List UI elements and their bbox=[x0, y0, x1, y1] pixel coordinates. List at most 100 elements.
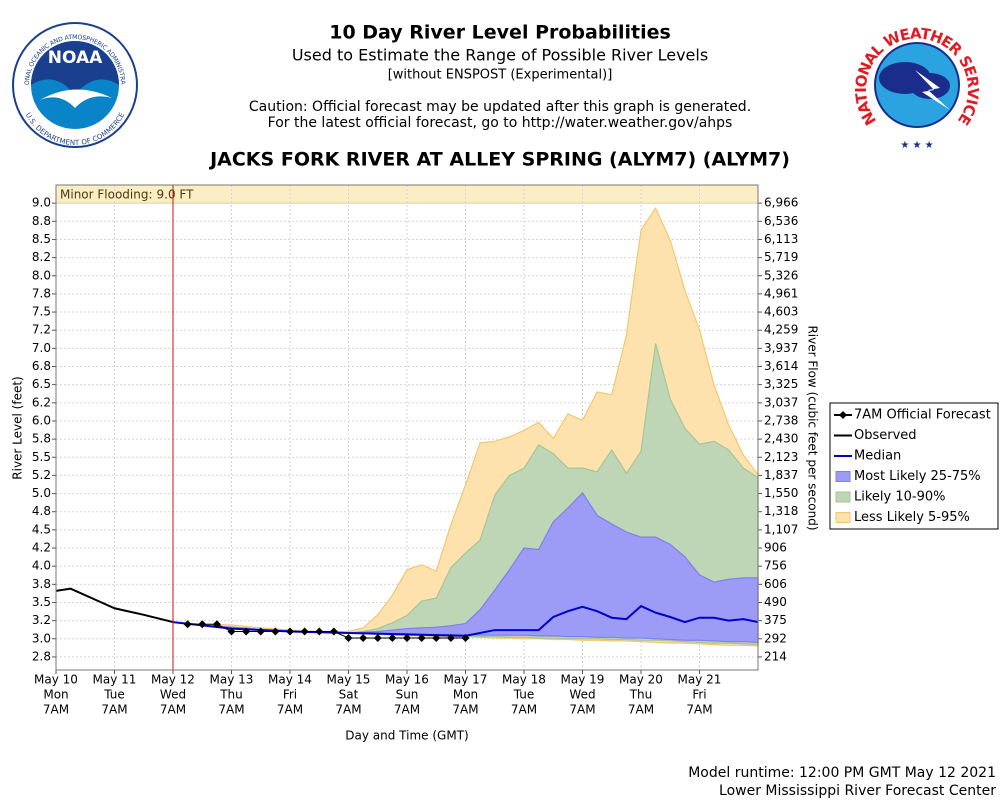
y2-tick-label: 6,536 bbox=[764, 214, 798, 228]
y-tick-label: 8.2 bbox=[32, 250, 51, 264]
x-tick-day: Sun bbox=[396, 688, 419, 702]
y-tick-label: 5.2 bbox=[32, 468, 51, 482]
x-tick-time: 7AM bbox=[569, 703, 595, 717]
x-tick-label: May 21 bbox=[678, 673, 722, 687]
x-tick-time: 7AM bbox=[218, 703, 244, 717]
caution-text: For the latest official forecast, go to … bbox=[268, 115, 733, 131]
noaa-wordmark: NOAA bbox=[48, 48, 103, 68]
y-tick-label: 6.8 bbox=[32, 359, 51, 373]
forecast-marker bbox=[300, 627, 309, 636]
forecast-marker bbox=[446, 634, 455, 643]
x-tick-label: May 17 bbox=[444, 673, 488, 687]
x-tick-time: 7AM bbox=[335, 703, 361, 717]
y2-tick-label: 906 bbox=[764, 541, 787, 555]
forecast-marker bbox=[344, 634, 353, 643]
y-tick-label: 7.5 bbox=[32, 305, 51, 319]
series-line bbox=[172, 604, 759, 637]
chart-title: 10 Day River Level Probabilities bbox=[329, 22, 671, 44]
y2-tick-label: 3,614 bbox=[764, 359, 798, 373]
x-tick-day: Fri bbox=[283, 688, 297, 702]
y-tick-label: 2.8 bbox=[32, 649, 51, 663]
x-tick-day: Tue bbox=[103, 688, 125, 702]
y-tick-label: 8.8 bbox=[32, 214, 51, 228]
x-tick-time: 7AM bbox=[394, 703, 420, 717]
y-axis-title: River Level (feet) bbox=[11, 376, 25, 479]
legend: 7AM Official Forecast Observed Median Most … bbox=[829, 402, 999, 530]
x-tick-day: Sat bbox=[339, 688, 359, 702]
x-tick-day: Thu bbox=[219, 688, 243, 702]
y2-tick-label: 4,603 bbox=[764, 305, 798, 319]
y-tick-label: 3.2 bbox=[32, 613, 51, 627]
x-tick-time: 7AM bbox=[101, 703, 127, 717]
y2-tick-label: 1,107 bbox=[764, 522, 798, 536]
y2-tick-label: 756 bbox=[764, 559, 787, 573]
x-tick-label: May 13 bbox=[210, 673, 254, 687]
y2-tick-label: 3,937 bbox=[764, 341, 798, 355]
legend-label: Likely 10-90% bbox=[854, 490, 945, 505]
x-tick-time: 7AM bbox=[452, 703, 478, 717]
x-tick-time: 7AM bbox=[277, 703, 303, 717]
y2-tick-label: 4,961 bbox=[764, 286, 798, 300]
x-axis-title: Day and Time (GMT) bbox=[345, 729, 468, 743]
y-tick-label: 4.2 bbox=[32, 541, 51, 555]
forecast-marker bbox=[329, 627, 338, 636]
x-tick-label: May 16 bbox=[385, 673, 429, 687]
forecast-marker bbox=[271, 627, 280, 636]
y2-tick-label: 1,837 bbox=[764, 468, 798, 482]
y2-tick-label: 292 bbox=[764, 631, 787, 645]
x-tick-label: May 15 bbox=[327, 673, 371, 687]
y-tick-label: 3.8 bbox=[32, 577, 51, 591]
y2-tick-label: 1,550 bbox=[764, 486, 798, 500]
x-tick-time: 7AM bbox=[43, 703, 69, 717]
y2-tick-label: 3,325 bbox=[764, 377, 798, 391]
chart-subtitle: Used to Estimate the Range of Possible R… bbox=[292, 46, 708, 65]
forecast-marker bbox=[198, 620, 207, 629]
y2-axis-title: River Flow (cubic feet per second) bbox=[806, 325, 820, 530]
y-tick-label: 3.0 bbox=[32, 631, 51, 645]
x-tick-day: Wed bbox=[160, 688, 186, 702]
x-tick-label: May 19 bbox=[561, 673, 605, 687]
x-tick-label: May 11 bbox=[93, 673, 137, 687]
legend-marker bbox=[839, 411, 847, 419]
forecast-marker bbox=[359, 634, 368, 643]
series-line bbox=[55, 587, 174, 624]
y-tick-label: 5.0 bbox=[32, 486, 51, 500]
y2-tick-label: 2,738 bbox=[764, 413, 798, 427]
y2-tick-label: 5,719 bbox=[764, 250, 798, 264]
y-tick-label: 4.5 bbox=[32, 522, 51, 536]
x-tick-day: Tue bbox=[513, 688, 535, 702]
nws-logo: NATIONAL WEATHER SERVICE ★ ★ ★ bbox=[851, 23, 983, 151]
x-tick-day: Thu bbox=[629, 688, 653, 702]
nws-stars: ★ ★ ★ bbox=[900, 140, 933, 151]
forecast-center: Lower Mississippi River Forecast Center bbox=[719, 783, 996, 799]
x-tick-day: Wed bbox=[569, 688, 595, 702]
y2-tick-label: 214 bbox=[764, 649, 787, 663]
y-tick-label: 9.0 bbox=[32, 196, 51, 210]
legend-box bbox=[829, 402, 999, 530]
y2-tick-label: 606 bbox=[764, 577, 787, 591]
caution-text: Caution: Official forecast may be update… bbox=[249, 99, 751, 115]
y2-tick-label: 5,326 bbox=[764, 268, 798, 282]
legend-label: Less Likely 5-95% bbox=[854, 510, 970, 525]
x-tick-label: May 12 bbox=[151, 673, 195, 687]
legend-label: Most Likely 25-75% bbox=[854, 469, 981, 484]
y2-tick-label: 4,259 bbox=[764, 323, 798, 337]
y-tick-label: 8.0 bbox=[32, 268, 51, 282]
legend-label: Median bbox=[854, 449, 901, 464]
plot: Minor Flooding: 9.0 FT 9.0 8.8 8.5 8.2 8.0 7.8 7… bbox=[32, 184, 798, 717]
y-tick-label: 7.8 bbox=[32, 286, 51, 300]
y2-tick-label: 2,123 bbox=[764, 450, 798, 464]
flood-stage-label: 9.0 FT bbox=[157, 188, 195, 202]
x-tick-label: May 14 bbox=[268, 673, 312, 687]
x-tick-time: 7AM bbox=[511, 703, 537, 717]
y-tick-label: 6.5 bbox=[32, 377, 51, 391]
forecast-marker bbox=[286, 627, 294, 636]
x-tick-label: May 10 bbox=[34, 673, 78, 687]
model-runtime: Model runtime: 12:00 PM GMT May 12 2021 bbox=[688, 765, 996, 781]
forecast-marker bbox=[388, 634, 397, 643]
plot-border bbox=[55, 184, 759, 671]
y-tick-label: 5.5 bbox=[32, 450, 51, 464]
legend-swatch bbox=[835, 512, 851, 523]
x-tick-day: Mon bbox=[43, 688, 68, 702]
